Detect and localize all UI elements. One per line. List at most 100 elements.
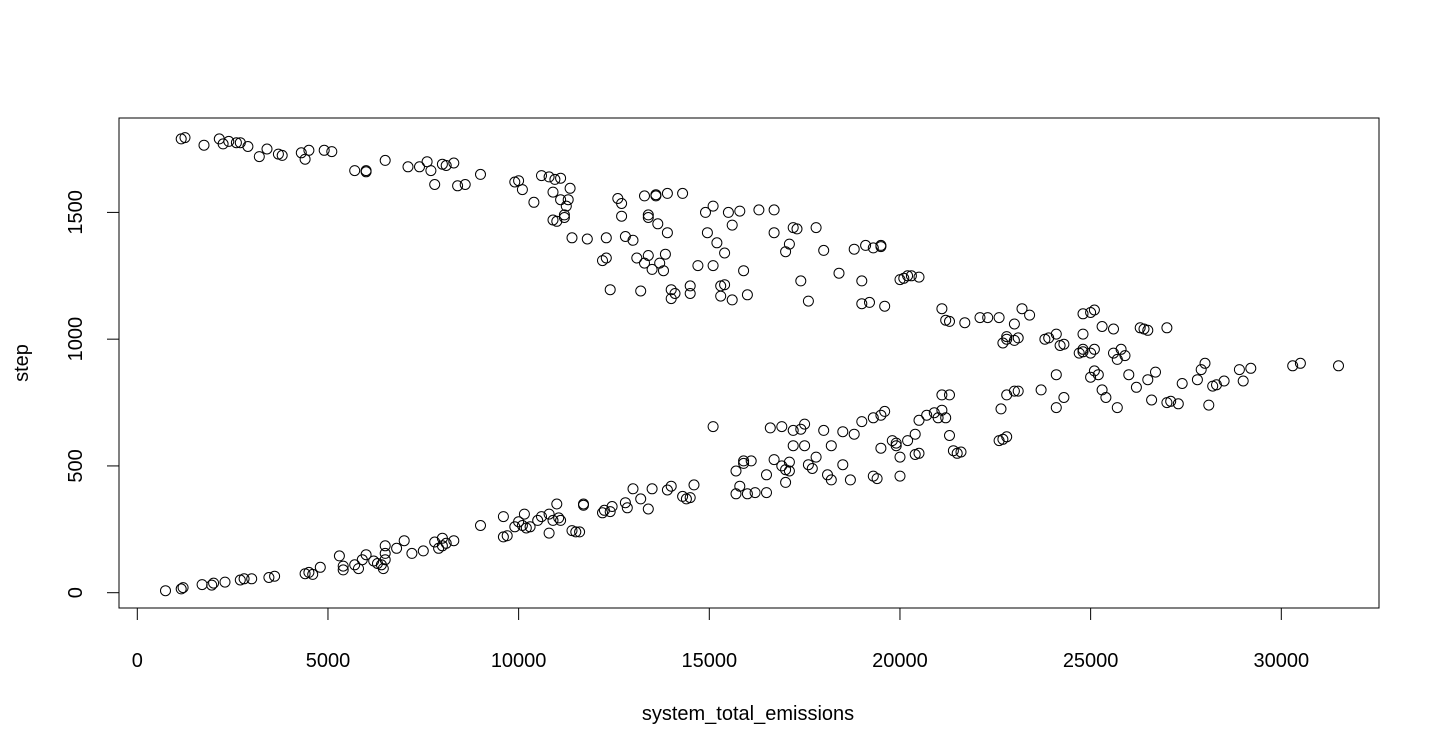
data-point <box>818 244 830 256</box>
data-point <box>516 184 528 196</box>
data-point <box>646 263 658 275</box>
data-point <box>661 484 673 496</box>
data-point <box>783 456 795 468</box>
x-tick-label: 25000 <box>1063 650 1119 672</box>
data-point <box>749 487 761 499</box>
data-point <box>1100 392 1112 403</box>
data-point <box>175 583 187 595</box>
data-point <box>1092 369 1104 381</box>
data-point <box>768 204 780 216</box>
data-point <box>242 141 254 152</box>
data-point <box>661 227 673 239</box>
data-point <box>379 554 391 566</box>
data-point <box>875 239 887 251</box>
data-point <box>642 209 654 221</box>
data-point <box>555 514 567 526</box>
y-tick-label: 1000 <box>65 317 87 362</box>
data-point <box>604 506 616 518</box>
data-point <box>802 295 814 307</box>
data-point <box>1088 304 1100 316</box>
data-point <box>398 535 410 547</box>
data-point <box>616 210 628 222</box>
data-point <box>303 144 315 156</box>
data-point <box>1245 362 1257 374</box>
data-point <box>261 143 273 155</box>
data-point <box>1123 369 1135 381</box>
data-point <box>642 212 654 223</box>
data-point <box>1077 308 1089 320</box>
data-point <box>661 187 673 199</box>
data-point <box>459 179 471 190</box>
data-point <box>1096 384 1108 396</box>
data-point <box>1146 394 1158 406</box>
data-point <box>1199 357 1211 369</box>
data-point <box>269 570 281 582</box>
data-point <box>764 422 776 434</box>
data-point <box>1001 333 1013 345</box>
data-point <box>391 542 403 554</box>
data-point <box>745 455 757 467</box>
data-point <box>684 492 696 504</box>
x-tick-label: 5000 <box>306 650 351 672</box>
plot-frame <box>118 117 1380 609</box>
data-point <box>799 418 811 430</box>
data-point <box>1115 343 1127 355</box>
data-point <box>160 585 171 597</box>
data-point <box>349 559 361 571</box>
data-point <box>707 421 719 433</box>
data-point <box>1012 332 1024 344</box>
data-point <box>707 200 719 212</box>
data-point <box>379 540 391 552</box>
data-point <box>333 550 345 562</box>
data-point <box>518 508 530 520</box>
data-point <box>791 223 803 235</box>
data-point <box>619 497 631 509</box>
data-point <box>761 487 772 499</box>
data-point <box>997 337 1009 349</box>
data-point <box>856 298 868 310</box>
data-point <box>780 476 792 488</box>
data-point <box>1191 374 1203 386</box>
data-point <box>890 437 902 449</box>
data-point <box>452 180 464 192</box>
data-point <box>719 279 731 291</box>
data-point <box>574 526 586 538</box>
data-point <box>787 424 799 436</box>
data-point <box>528 196 540 208</box>
data-point <box>616 198 628 209</box>
data-point <box>982 312 994 324</box>
data-point <box>995 403 1007 415</box>
data-point <box>177 582 189 594</box>
data-point <box>1058 392 1070 403</box>
data-point <box>543 527 555 539</box>
data-point <box>246 573 258 585</box>
data-point <box>776 421 788 433</box>
data-point <box>692 260 704 272</box>
data-point <box>1001 431 1013 443</box>
data-point <box>307 568 319 580</box>
data-point <box>497 511 509 523</box>
data-point <box>198 139 210 151</box>
data-point <box>1130 381 1142 393</box>
data-point <box>1001 389 1013 401</box>
data-point <box>688 479 700 491</box>
data-point <box>810 451 822 463</box>
data-point <box>536 170 547 182</box>
data-point <box>856 275 868 287</box>
data-point <box>1142 374 1154 386</box>
data-point <box>1008 318 1020 330</box>
data-point <box>715 290 727 302</box>
x-tick-label: 30000 <box>1253 650 1309 672</box>
data-point <box>890 440 902 452</box>
data-point <box>1016 303 1028 315</box>
data-point <box>627 234 639 246</box>
data-point <box>848 243 860 255</box>
data-point <box>536 511 547 523</box>
data-point <box>825 440 837 452</box>
data-point <box>402 161 414 173</box>
data-point <box>658 265 669 277</box>
data-point <box>799 440 811 452</box>
data-point <box>707 260 719 272</box>
data-point <box>1195 364 1207 376</box>
